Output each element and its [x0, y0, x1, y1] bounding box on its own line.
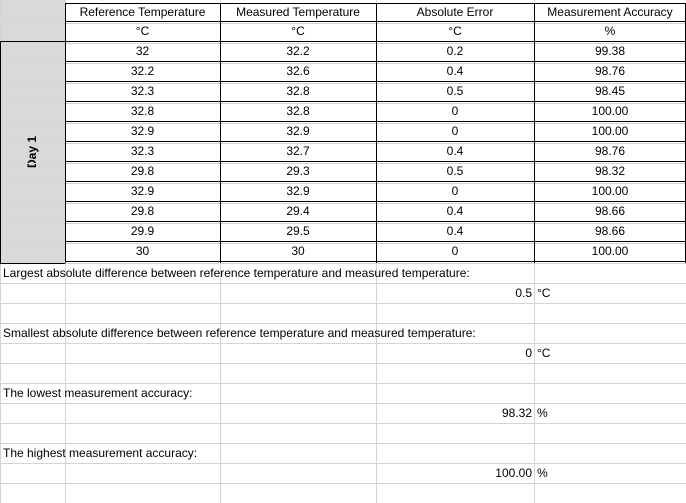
table-cell: 32.3 [130, 144, 155, 158]
table-cell: 30 [291, 244, 305, 258]
table-cell: 29.9 [130, 224, 155, 238]
column-unit: °C [135, 24, 150, 38]
table-cell: 32.9 [286, 184, 310, 198]
table-cell: 0.5 [446, 164, 464, 178]
table-cell: 100.00 [591, 104, 629, 118]
table-cell: 29.3 [286, 164, 310, 178]
table-cell: 0 [451, 104, 459, 118]
summary-label: The lowest measurement accuracy: [3, 386, 193, 400]
table-cell: 32.9 [130, 124, 155, 138]
summary-label: The highest measurement accuracy: [3, 446, 198, 460]
table-cell: 0.4 [446, 224, 464, 238]
table-cell: 0 [451, 184, 459, 198]
table-cell: 0.4 [446, 64, 464, 78]
header-corner-gray [0, 0, 65, 41]
table-cell: 32.2 [286, 44, 310, 58]
summary-unit: % [537, 466, 548, 480]
column-unit: °C [448, 24, 462, 38]
column-header: Measured Temperature [236, 5, 360, 19]
table-cell: 100.00 [591, 244, 629, 258]
summary-unit: °C [537, 346, 551, 360]
summary-label: Largest absolute difference between refe… [3, 266, 470, 280]
table-cell: 32.9 [286, 124, 310, 138]
table-cell: 29.4 [286, 204, 310, 218]
table-cell: 32.2 [130, 64, 155, 78]
table-cell: 98.45 [594, 84, 626, 98]
column-header: Measurement Accuracy [547, 5, 673, 19]
summary-value: 0.5 [515, 286, 532, 300]
table-cell: 0.4 [446, 144, 464, 158]
table-cell: 98.76 [594, 144, 626, 158]
table-cell: 100.00 [591, 124, 629, 138]
table-cell: 98.66 [594, 204, 626, 218]
table-cell: 32.8 [130, 104, 155, 118]
summary-label: Smallest absolute difference between ref… [3, 326, 476, 340]
column-header: Reference Temperature [79, 5, 206, 19]
table-cell: 32.6 [286, 64, 310, 78]
column-unit: °C [291, 24, 305, 38]
day-column: Day 1 [0, 41, 66, 263]
table-cell: 0.4 [446, 204, 464, 218]
table-cell: 30 [135, 244, 150, 258]
table-cell: 0.5 [446, 84, 464, 98]
column-header: Absolute Error [416, 5, 494, 19]
table-cell: 29.8 [130, 164, 155, 178]
summary-value: 98.32 [501, 406, 532, 420]
table-cell: 32 [135, 44, 150, 58]
table-cell: 99.38 [594, 44, 626, 58]
table-cell: 100.00 [591, 184, 629, 198]
table-cell: 29.5 [286, 224, 310, 238]
table-cell: 32.7 [286, 144, 310, 158]
table-cell: 32.3 [130, 84, 155, 98]
table-cell: 0 [451, 244, 459, 258]
table-cell: 29.8 [130, 204, 155, 218]
summary-value: 0 [525, 346, 532, 360]
table-cell: 32.8 [286, 84, 310, 98]
summary-unit: % [537, 406, 548, 420]
table-cell: 32.9 [130, 184, 155, 198]
table-cell: 0 [451, 124, 459, 138]
summary-value: 100.00 [495, 466, 532, 480]
table-cell: 98.66 [594, 224, 626, 238]
table-cell: 0.2 [446, 44, 464, 58]
summary-unit: °C [537, 286, 551, 300]
table-cell: 32.8 [286, 104, 310, 118]
table-cell: 98.76 [594, 64, 626, 78]
table-cell: 98.32 [594, 164, 626, 178]
column-unit: % [604, 24, 616, 38]
